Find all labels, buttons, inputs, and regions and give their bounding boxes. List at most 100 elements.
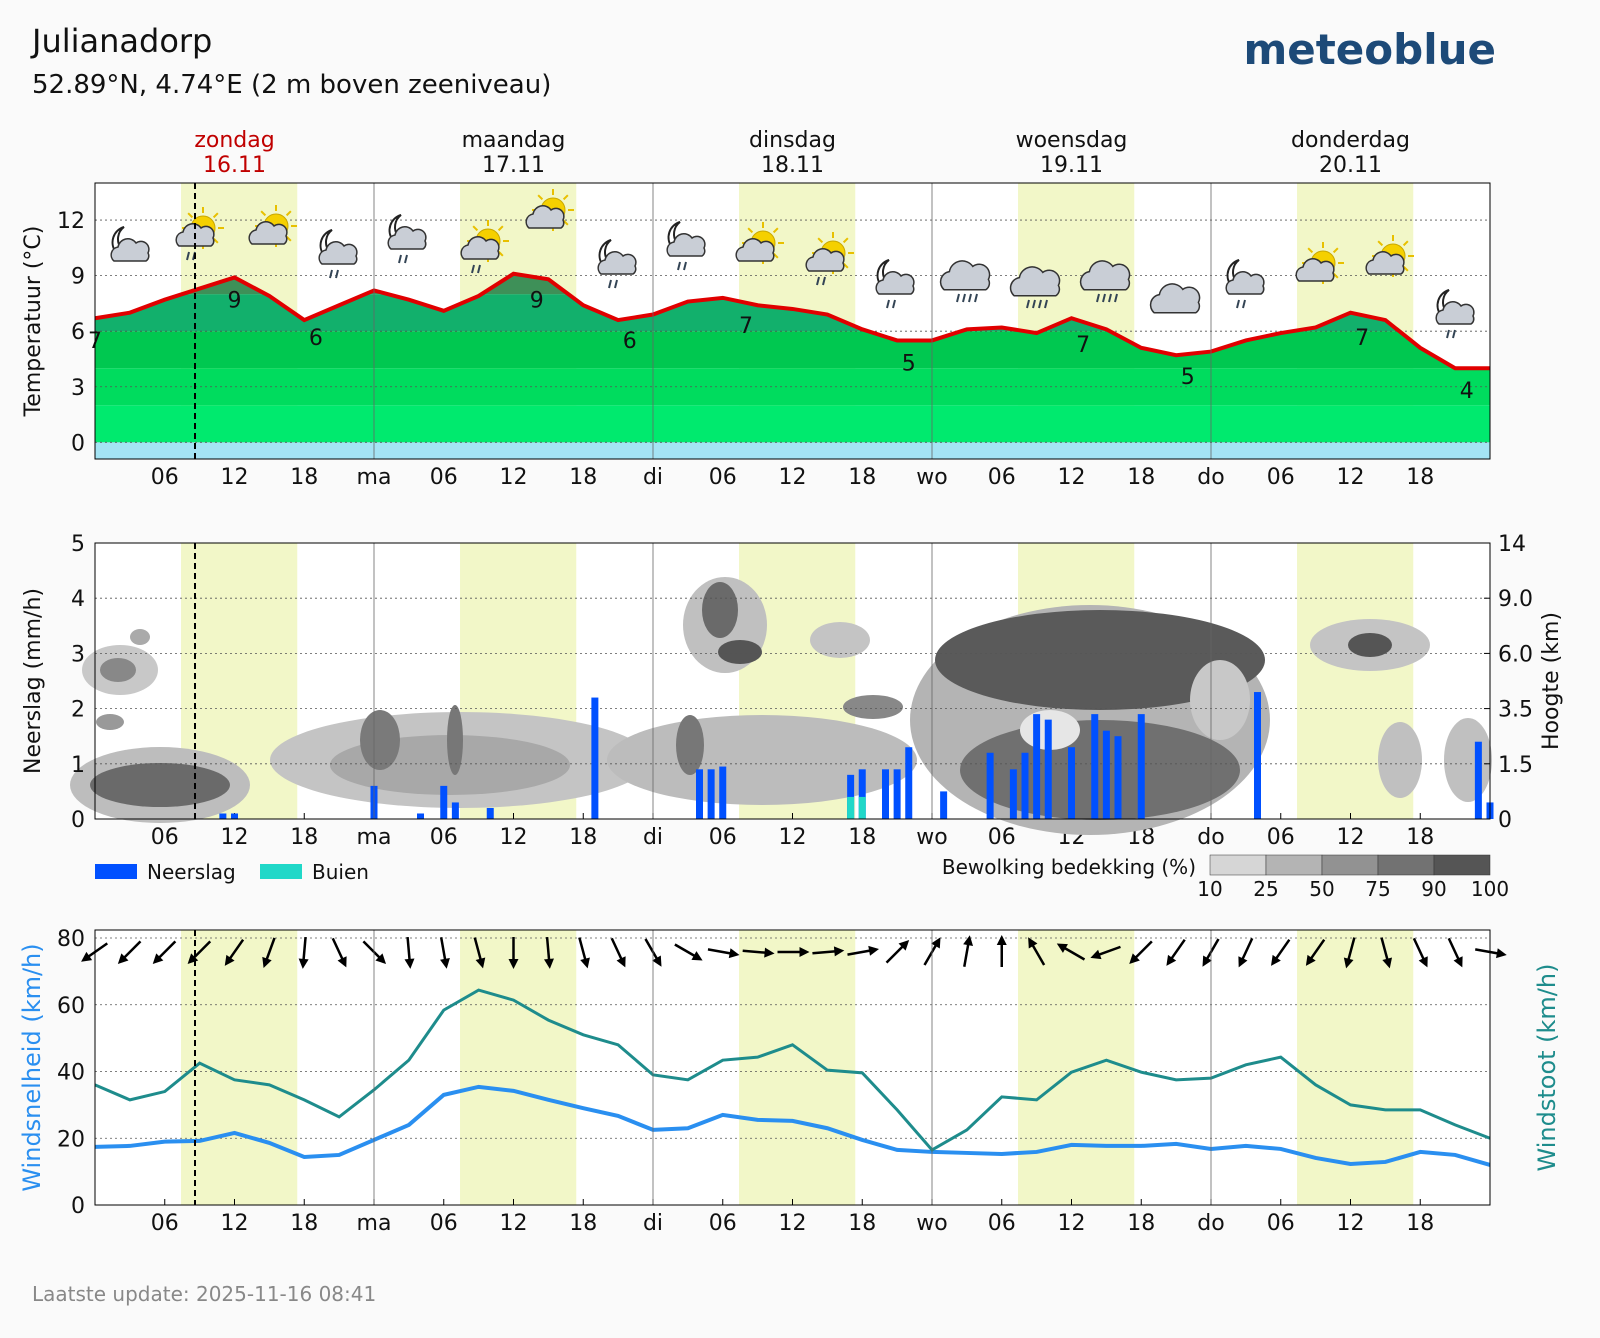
y2-tick-label: 6.0 bbox=[1498, 642, 1533, 667]
cloud bbox=[1149, 283, 1201, 314]
rain bbox=[1108, 293, 1112, 303]
arrow-head bbox=[1056, 943, 1068, 953]
rain bbox=[1452, 329, 1456, 339]
x-tick-label: 12 bbox=[500, 1211, 528, 1236]
sun-ray bbox=[1377, 240, 1384, 247]
weather-icon bbox=[460, 220, 509, 274]
precip-bar bbox=[858, 769, 866, 819]
wind-arrow bbox=[298, 936, 309, 969]
weather-icon bbox=[110, 226, 150, 262]
x-tick-label: do bbox=[1197, 465, 1224, 490]
y-tick-label: 40 bbox=[57, 1061, 85, 1086]
sun-ray bbox=[212, 212, 219, 219]
wind-arrow bbox=[331, 937, 347, 968]
wind-arrow bbox=[1270, 938, 1291, 966]
cloud-legend-box bbox=[1433, 854, 1491, 876]
x-tick-label: 12 bbox=[779, 465, 807, 490]
y-tick-label: 9 bbox=[71, 265, 85, 290]
y2-tick-label: 1.5 bbox=[1498, 753, 1533, 778]
arrow-head bbox=[833, 946, 845, 957]
daylight bbox=[739, 930, 856, 1205]
weather-icon bbox=[248, 205, 297, 247]
rain bbox=[822, 276, 826, 286]
rain bbox=[892, 299, 896, 309]
cloud bbox=[387, 226, 427, 250]
wind-arrow bbox=[262, 937, 276, 968]
cloud-legend-tick: 90 bbox=[1421, 877, 1446, 901]
daylight bbox=[181, 930, 298, 1205]
arrow-head bbox=[1496, 948, 1507, 959]
temperature-line bbox=[94, 271, 1490, 371]
weather-icon bbox=[1225, 259, 1265, 309]
y-tick-label: 0 bbox=[71, 431, 85, 456]
weather-icon bbox=[1149, 283, 1201, 314]
precip-bar bbox=[1102, 730, 1110, 819]
x-tick-label: wo bbox=[916, 1211, 947, 1236]
cloud bbox=[248, 221, 288, 245]
y-tick-label: 3 bbox=[71, 642, 85, 667]
precip-bar bbox=[893, 769, 901, 819]
cloud bbox=[1295, 258, 1335, 282]
legend-swatch bbox=[95, 864, 137, 879]
temp-band bbox=[95, 405, 1490, 443]
temp-label: 7 bbox=[1355, 326, 1369, 351]
rain bbox=[962, 293, 966, 303]
sun-ray bbox=[842, 237, 849, 244]
cloud bbox=[1365, 251, 1405, 275]
x-tick-label: 18 bbox=[290, 465, 318, 490]
arrow-head bbox=[262, 956, 272, 968]
precip-bar bbox=[1021, 752, 1029, 819]
y-tick-label: 80 bbox=[57, 927, 85, 952]
x-tick-label: do bbox=[1197, 1211, 1224, 1236]
cloud-cover bbox=[360, 710, 400, 770]
rain bbox=[1102, 293, 1106, 303]
rain bbox=[1114, 293, 1118, 303]
day-name: maandag bbox=[462, 128, 566, 153]
x-tick-label: 06 bbox=[151, 825, 179, 850]
wind-arrow bbox=[847, 945, 879, 956]
cloud-cover bbox=[1378, 722, 1422, 798]
wind-arrow bbox=[1129, 940, 1153, 965]
rain bbox=[1236, 299, 1240, 309]
arrow-head bbox=[963, 935, 974, 946]
cloud bbox=[666, 233, 706, 257]
precip-bar bbox=[1137, 714, 1145, 819]
wind-arrow bbox=[777, 947, 810, 957]
x-tick-label: di bbox=[643, 825, 663, 850]
wind-arrow bbox=[1166, 938, 1186, 966]
legend-swatch bbox=[260, 864, 302, 879]
precip-bar bbox=[1033, 714, 1041, 819]
arrow-head bbox=[764, 947, 775, 958]
daylight bbox=[460, 930, 577, 1205]
rain bbox=[1026, 299, 1030, 309]
arrow-head bbox=[1343, 957, 1354, 969]
x-tick-label: 18 bbox=[1406, 1211, 1434, 1236]
cloud-cover bbox=[447, 705, 463, 775]
y-tick-label: 12 bbox=[57, 209, 85, 234]
x-tick-label: do bbox=[1197, 825, 1224, 850]
arrow-head bbox=[81, 951, 93, 962]
rain bbox=[329, 269, 333, 279]
arrow-head bbox=[1166, 954, 1177, 966]
y-tick-label: 0 bbox=[71, 808, 85, 833]
wind-arrow bbox=[885, 939, 910, 964]
wind-arrow bbox=[578, 937, 590, 969]
precip-bar bbox=[847, 796, 855, 819]
y-tick-label: 20 bbox=[57, 1127, 85, 1152]
rain bbox=[886, 299, 890, 309]
sun-ray bbox=[1307, 247, 1314, 254]
rain bbox=[398, 254, 402, 264]
cloud-cover bbox=[90, 763, 230, 807]
arrow-head bbox=[1129, 953, 1140, 965]
arrow-head bbox=[1382, 957, 1393, 969]
rain bbox=[956, 293, 960, 303]
cloud-legend-box bbox=[1265, 854, 1323, 876]
weather-icon bbox=[597, 239, 637, 289]
weather-icon bbox=[805, 232, 854, 286]
cloud-cover bbox=[1348, 633, 1392, 657]
cloud bbox=[1079, 260, 1131, 291]
cloud bbox=[1225, 271, 1265, 295]
arrow-head bbox=[1202, 955, 1212, 967]
sun-ray bbox=[497, 225, 504, 232]
wind-arrow bbox=[1238, 937, 1254, 968]
